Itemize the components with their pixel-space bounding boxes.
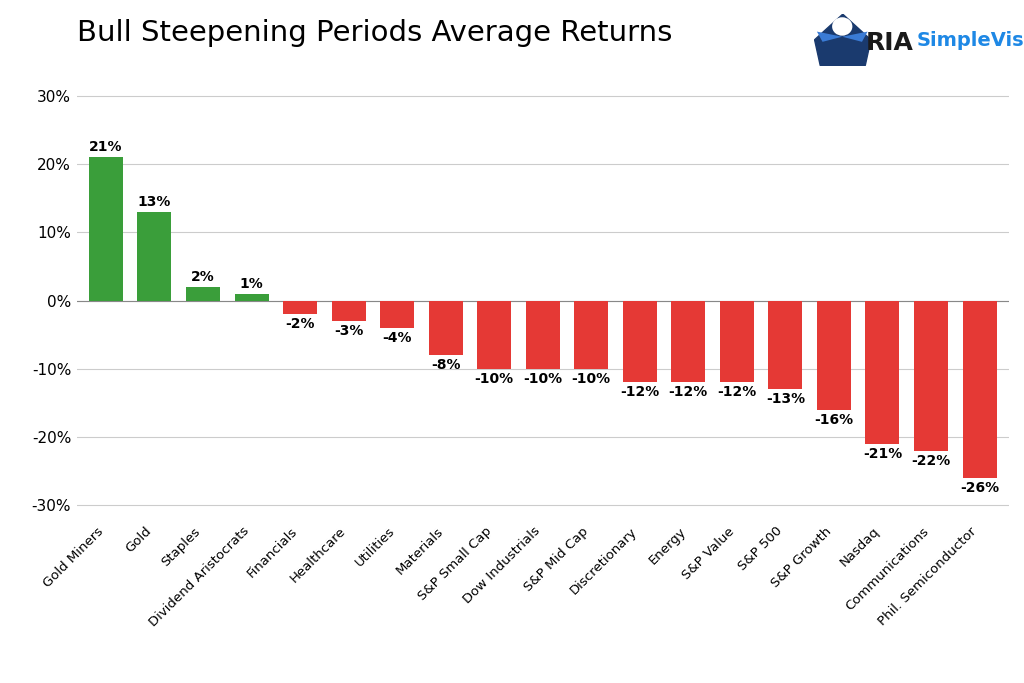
Text: 2%: 2% — [191, 270, 215, 284]
Text: -13%: -13% — [766, 392, 805, 406]
Bar — [429, 301, 463, 355]
Bar — [865, 301, 899, 444]
Text: -21%: -21% — [863, 447, 902, 460]
Text: -26%: -26% — [959, 481, 999, 494]
Text: 1%: 1% — [240, 277, 263, 291]
Bar — [914, 301, 948, 451]
Text: -12%: -12% — [669, 385, 708, 399]
Text: -12%: -12% — [621, 385, 659, 399]
Bar — [89, 157, 123, 301]
Bar — [672, 301, 706, 382]
Bar — [283, 301, 317, 314]
Bar — [380, 301, 414, 328]
Bar — [332, 301, 366, 321]
Text: -8%: -8% — [431, 358, 461, 372]
Bar — [137, 212, 171, 301]
Text: Bull Steepening Periods Average Returns: Bull Steepening Periods Average Returns — [77, 19, 672, 47]
Text: RIA: RIA — [865, 31, 913, 55]
Bar — [525, 301, 560, 369]
Text: -4%: -4% — [382, 331, 412, 344]
Bar — [817, 301, 851, 410]
Text: -10%: -10% — [571, 372, 610, 385]
Circle shape — [833, 17, 852, 36]
Text: -10%: -10% — [475, 372, 514, 385]
Text: -10%: -10% — [523, 372, 562, 385]
Bar — [623, 301, 656, 382]
Bar — [234, 294, 268, 301]
Bar — [768, 301, 803, 389]
Text: SimpleVisor: SimpleVisor — [916, 31, 1024, 50]
Text: -22%: -22% — [911, 454, 950, 467]
Bar — [720, 301, 754, 382]
Text: -2%: -2% — [286, 317, 314, 331]
Bar — [574, 301, 608, 369]
Bar — [477, 301, 511, 369]
Text: -16%: -16% — [814, 413, 853, 426]
Bar — [963, 301, 996, 478]
Bar — [186, 287, 220, 301]
Text: -3%: -3% — [334, 324, 364, 337]
Text: 21%: 21% — [89, 141, 123, 154]
Text: -12%: -12% — [717, 385, 757, 399]
Text: 13%: 13% — [138, 195, 171, 209]
